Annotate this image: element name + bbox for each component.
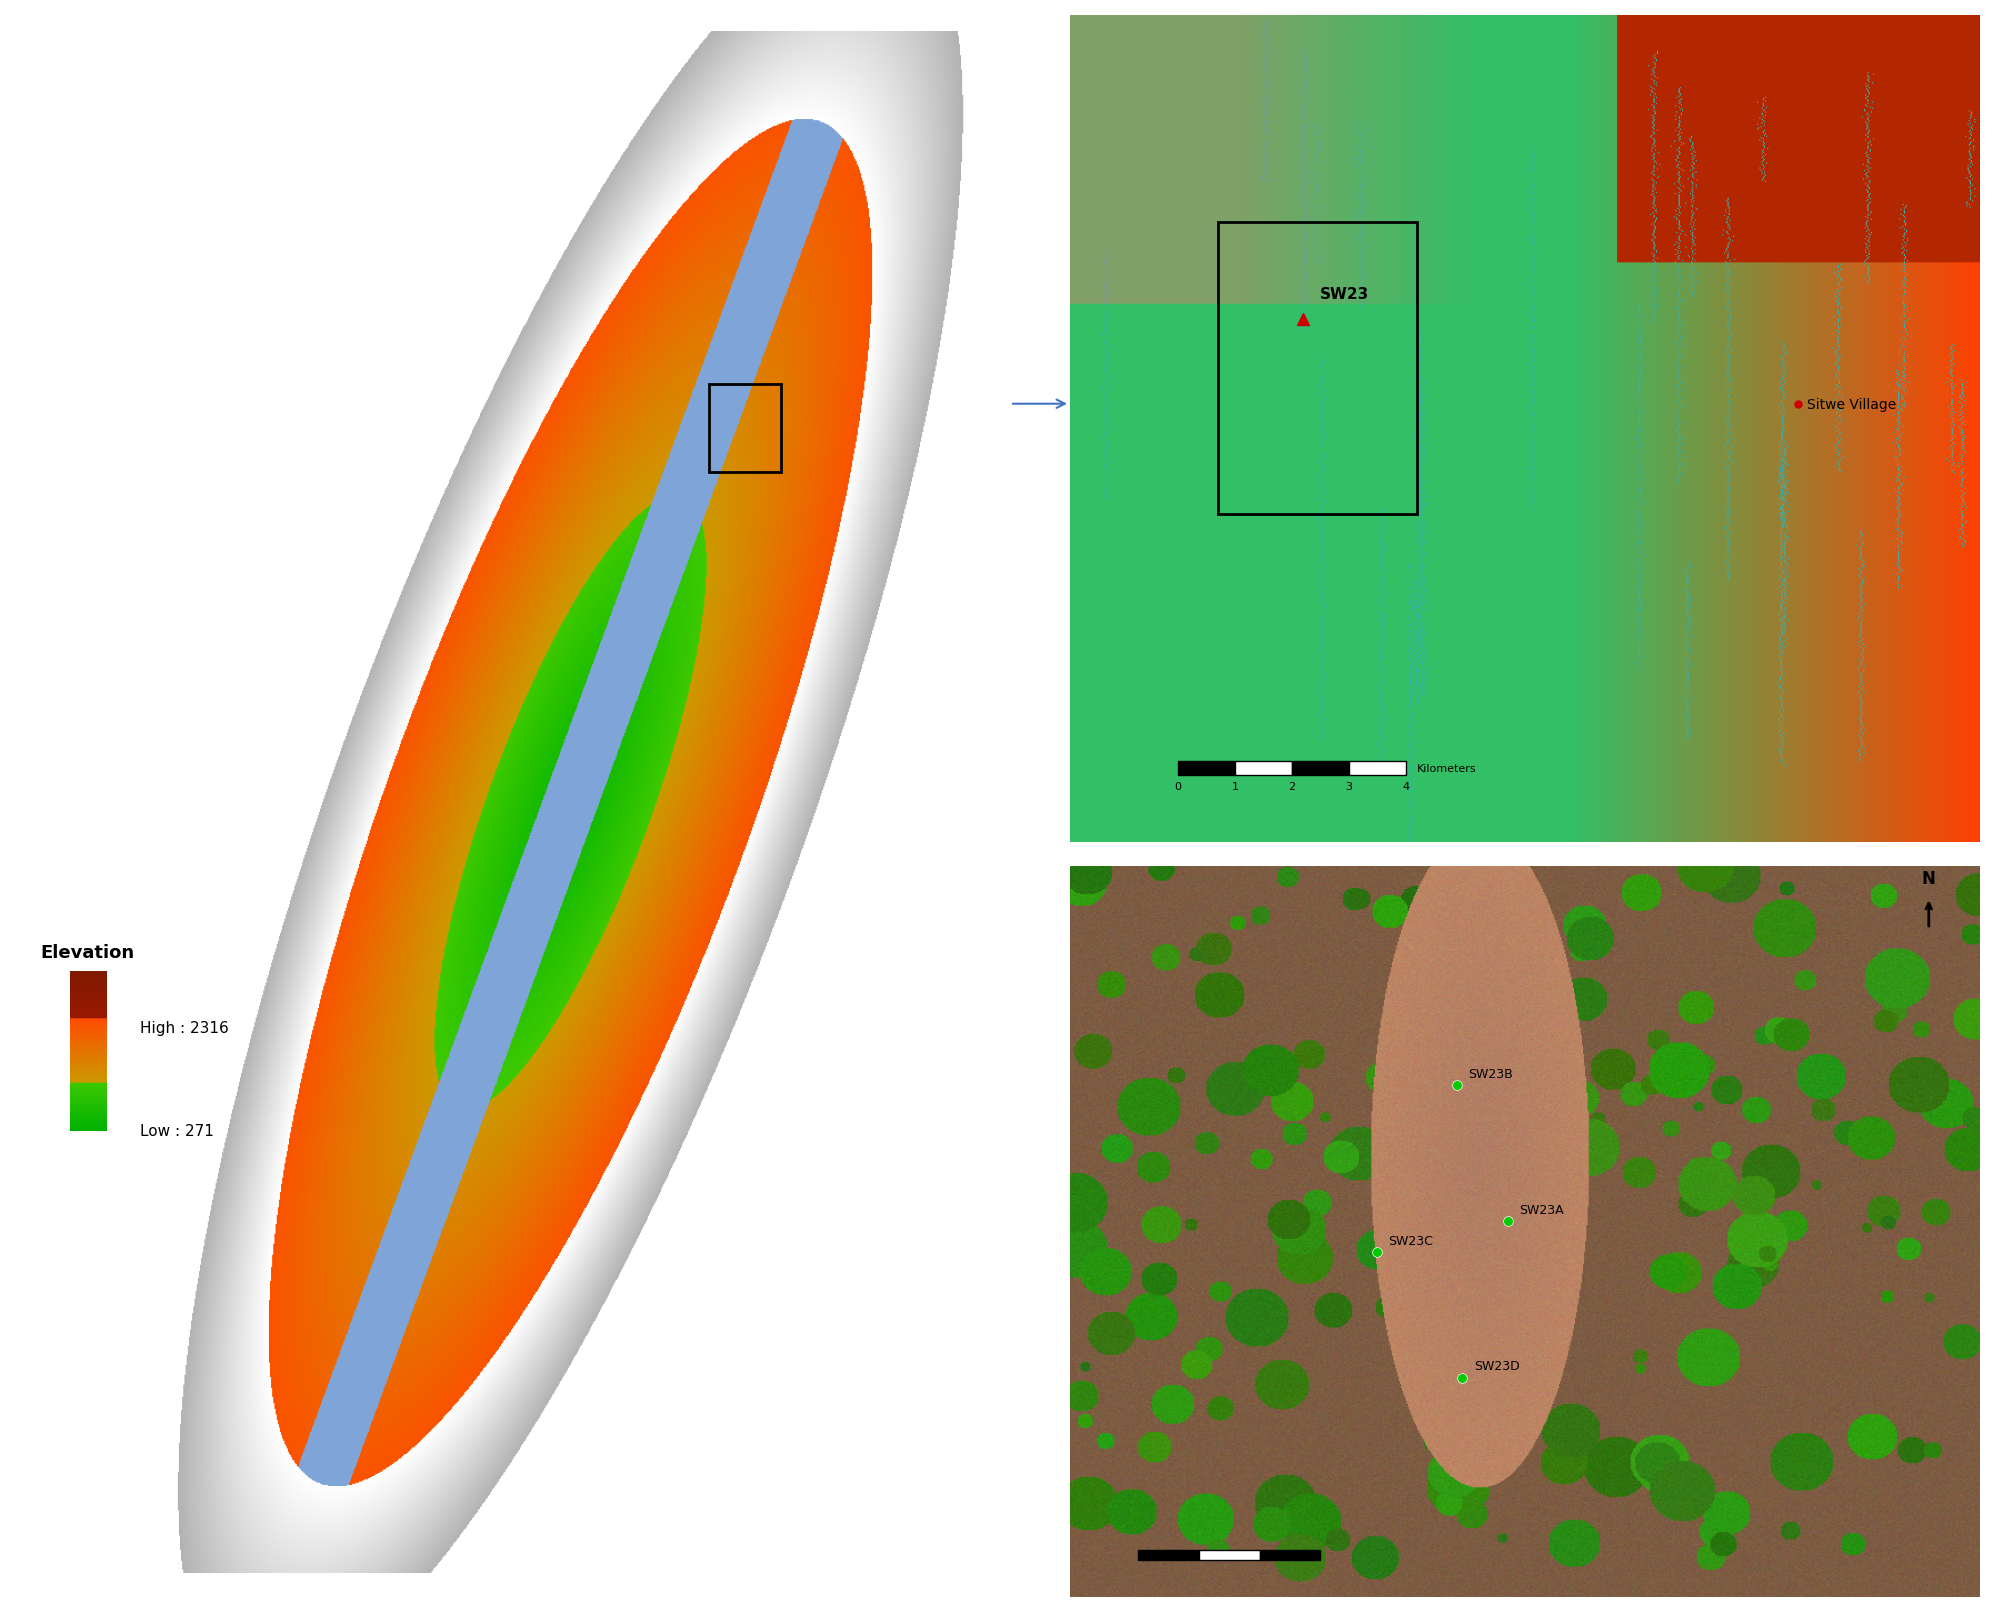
Text: SW23: SW23 (1320, 287, 1370, 302)
Bar (708, 384, 782, 472)
Text: Sitwe Village: Sitwe Village (1808, 398, 1896, 412)
Text: 1: 1 (1232, 782, 1238, 791)
Text: SW23D: SW23D (1474, 1359, 1520, 1372)
Text: Low : 271: Low : 271 (140, 1124, 214, 1138)
Text: 2: 2 (1288, 782, 1296, 791)
Bar (1138, 1550, 1198, 1560)
Bar (1178, 761, 1234, 775)
Text: High : 2316: High : 2316 (140, 1021, 228, 1035)
Text: SW23C: SW23C (1388, 1234, 1434, 1247)
Text: SW23B: SW23B (1468, 1067, 1512, 1080)
Text: SW23A: SW23A (1520, 1204, 1564, 1217)
Text: Kilometers: Kilometers (1416, 764, 1476, 774)
Bar (1218, 223, 1416, 515)
Bar (1348, 761, 1406, 775)
Bar (1234, 761, 1292, 775)
Text: Elevation: Elevation (40, 944, 134, 961)
Text: 3: 3 (1346, 782, 1352, 791)
Text: 4: 4 (1402, 782, 1410, 791)
Bar (1292, 761, 1348, 775)
Text: 0: 0 (1174, 782, 1182, 791)
Text: N: N (1922, 870, 1936, 888)
Bar (1198, 1550, 1260, 1560)
Bar (1260, 1550, 1320, 1560)
